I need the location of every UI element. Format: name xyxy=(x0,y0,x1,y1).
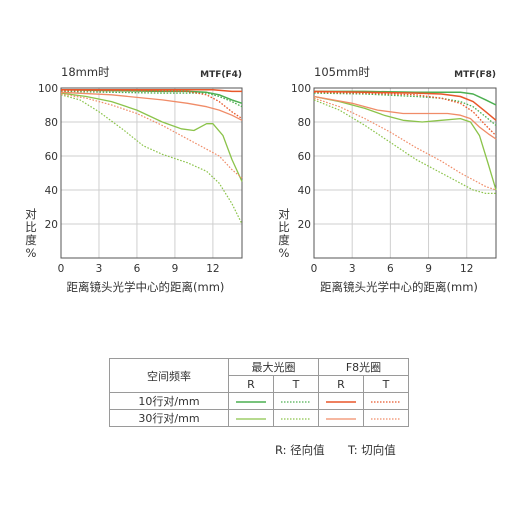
x-axis-label: 距离镜头光学中心的距离(mm) xyxy=(320,280,478,294)
chart-title: 105mm时 xyxy=(314,65,370,79)
legend-table: 空间频率 最大光圈 F8光圈 R T R T 10行对/mm 30行对/mm xyxy=(109,358,409,427)
series-r-f8-30 xyxy=(313,95,497,140)
x-tick-label: 0 xyxy=(58,263,65,275)
legend-row-30-label: 30行对/mm xyxy=(109,409,229,427)
legend-header-max-aperture: 最大光圈 xyxy=(228,358,319,376)
plot-frame xyxy=(60,87,243,259)
x-tick-label: 9 xyxy=(425,263,432,275)
x-tick-label: 9 xyxy=(172,263,179,275)
series-r-max-30 xyxy=(313,95,497,191)
legend-swatch-r-max-30 xyxy=(228,409,274,427)
legend-header-frequency: 空间频率 xyxy=(109,358,229,393)
x-tick-label: 12 xyxy=(460,263,473,275)
legend-swatch-t-f8-10 xyxy=(363,392,409,410)
series-r-f8-10 xyxy=(61,88,242,93)
y-tick-label: 60 xyxy=(45,151,58,163)
series-r-max-30 xyxy=(60,92,243,182)
y-tick-label: 20 xyxy=(298,219,311,231)
x-tick-label: 3 xyxy=(96,263,103,275)
aperture-label: MTF(F4) xyxy=(200,70,242,80)
y-tick-label: 40 xyxy=(45,185,58,197)
chart-panel-1: 20 40 60 80 100 0 3 6 9 12 18mm时 MTF(F4) 距离镜头光学中心的距离… xyxy=(25,65,243,294)
legend-swatch-r-f8-10 xyxy=(318,392,364,410)
series-t-max-30 xyxy=(313,99,496,194)
legend-swatch-r-max-10 xyxy=(228,392,274,410)
legend-swatch-t-f8-30 xyxy=(363,409,409,427)
legend-swatch-t-max-10 xyxy=(273,392,319,410)
y-tick-label: 100 xyxy=(38,83,58,95)
y-tick-label: 40 xyxy=(298,185,311,197)
series-r-max-10 xyxy=(314,90,497,106)
series-t-f8-30 xyxy=(313,97,497,191)
y-tick-label: 20 xyxy=(45,219,58,231)
x-tick-label: 6 xyxy=(387,263,394,275)
aperture-label: MTF(F8) xyxy=(454,70,496,80)
series-t-max-10 xyxy=(313,92,497,126)
legend-sub-r-f8: R xyxy=(318,375,364,393)
series-t-f8-30 xyxy=(60,93,243,179)
legend-header-f8-aperture: F8光圈 xyxy=(318,358,409,376)
legend-sub-r-max: R xyxy=(228,375,274,393)
chart-title: 18mm时 xyxy=(61,65,110,79)
y-axis-label: 对比度% xyxy=(278,207,290,260)
legend-row-10-label: 10行对/mm xyxy=(109,392,229,410)
y-tick-label: 100 xyxy=(291,83,311,95)
y-tick-label: 80 xyxy=(45,117,58,129)
plot-frame xyxy=(313,87,497,259)
x-axis-label: 距离镜头光学中心的距离(mm) xyxy=(67,280,225,294)
series-r-f8-10 xyxy=(313,90,497,121)
legend-sub-t-max: T xyxy=(273,375,319,393)
chart-panel-2: 20 40 60 80 100 0 3 6 9 12 105mm时 MTF(F8) 距离镜头光学中心的距… xyxy=(278,65,497,294)
y-axis-label: 对比度% xyxy=(25,207,37,260)
series-t-max-10 xyxy=(60,90,243,108)
series-r-f8-30 xyxy=(60,91,243,121)
legend-swatch-t-max-30 xyxy=(273,409,319,427)
series-t-max-30 xyxy=(60,94,243,225)
legend-swatch-r-f8-30 xyxy=(318,409,364,427)
y-tick-label: 60 xyxy=(298,151,311,163)
y-tick-label: 80 xyxy=(298,117,311,129)
x-tick-label: 6 xyxy=(134,263,141,275)
note-radial: R: 径向值 xyxy=(275,443,325,457)
note-tangential: T: 切向值 xyxy=(348,443,396,457)
legend-sub-t-f8: T xyxy=(363,375,409,393)
x-tick-label: 12 xyxy=(206,263,219,275)
series-t-f8-10 xyxy=(61,89,243,120)
x-tick-label: 3 xyxy=(349,263,356,275)
x-tick-label: 0 xyxy=(311,263,318,275)
